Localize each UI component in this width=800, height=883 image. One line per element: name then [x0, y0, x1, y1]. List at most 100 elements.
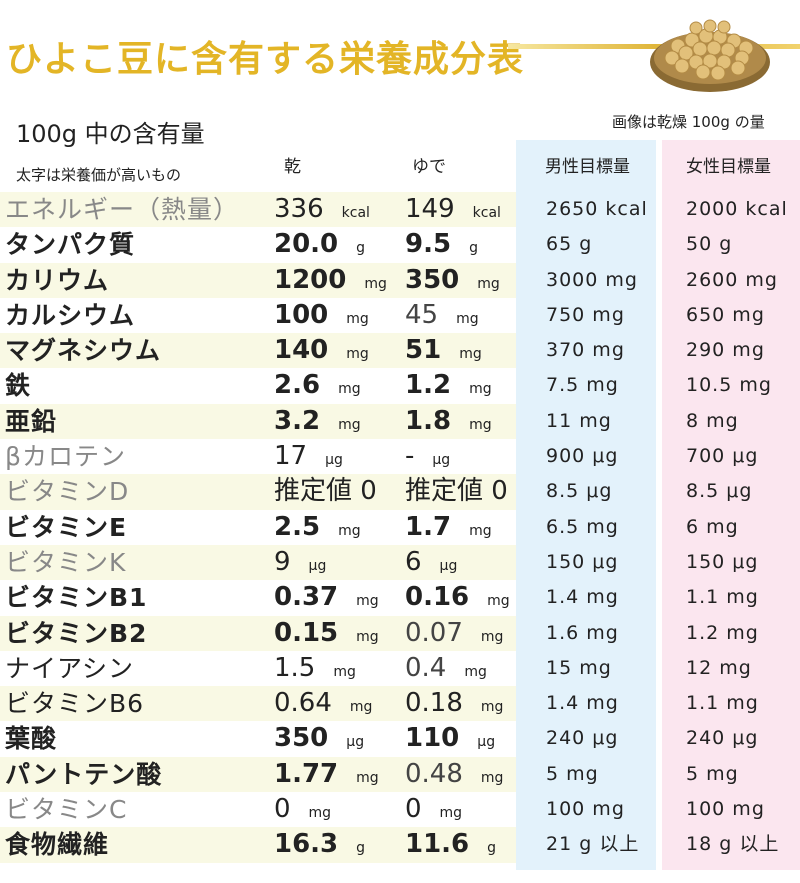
unit-label: mg	[308, 805, 332, 822]
dry-amount: 1200	[274, 264, 347, 295]
nutrient-name: 鉄	[5, 371, 32, 401]
table-row: カリウム 1200 mg 350 mg 3000 mg 2600 mg	[0, 262, 800, 298]
male-target: 7.5 mg	[546, 374, 619, 397]
nutrient-name: ビタミンD	[5, 477, 130, 507]
dry-value: 3.2 mg	[274, 404, 361, 439]
boiled-amount: 110	[405, 723, 460, 754]
table-row: パントテン酸 1.77 mg 0.48 mg 5 mg 5 mg	[0, 756, 800, 793]
header-boiled: ゆで	[412, 157, 446, 177]
boiled-value: 1.2 mg	[405, 368, 492, 403]
unit-label: g	[469, 240, 478, 257]
male-target: 5 mg	[546, 762, 599, 785]
unit-label: mg	[480, 769, 504, 786]
dry-value: 0.37 mg	[274, 580, 379, 615]
dry-amount: 20.0	[274, 229, 339, 260]
table-row: 葉酸 350 μg 110 μg 240 μg 240 μg	[0, 721, 800, 756]
female-target: 1.1 mg	[686, 692, 759, 715]
boiled-value: 1.8 mg	[405, 404, 492, 439]
boiled-amount: 51	[405, 335, 442, 366]
dry-amount: 1.77	[274, 758, 339, 789]
nutrient-name: マグネシウム	[5, 336, 162, 366]
dry-value: 16.3 g	[274, 827, 365, 862]
female-target: 650 mg	[686, 303, 765, 326]
table-row: エネルギー（熱量） 336 kcal 149 kcal 2650 kcal 2000 kca…	[0, 192, 800, 228]
unit-label: mg	[356, 628, 379, 645]
female-target: 700 μg	[686, 445, 759, 468]
unit-label: μg	[346, 734, 365, 751]
unit-label: mg	[346, 310, 369, 327]
unit-label: μg	[477, 734, 496, 751]
header-female: 女性目標量	[686, 157, 771, 177]
chickpea-bowl-image	[650, 19, 770, 92]
female-target: 50 g	[686, 233, 733, 256]
male-target: 150 μg	[546, 550, 619, 573]
boiled-amount: 0.4	[405, 652, 447, 683]
male-target: 750 mg	[546, 303, 625, 326]
nutrient-name: ビタミンB1	[5, 583, 148, 613]
unit-label: mg	[439, 805, 463, 822]
boiled-amount: 149	[405, 194, 455, 224]
unit-label: μg	[325, 452, 343, 469]
unit-label: g	[356, 240, 366, 257]
female-target: 8 mg	[686, 409, 739, 432]
table-row: ナイアシン 1.5 mg 0.4 mg 15 mg 12 mg	[0, 651, 800, 686]
boiled-value: 0.18 mg	[405, 686, 503, 721]
dry-value: 0.15 mg	[274, 616, 379, 651]
dry-amount: 16.3	[274, 829, 339, 860]
male-target: 1.4 mg	[546, 586, 619, 609]
male-target: 100 mg	[546, 798, 625, 821]
unit-label: kcal	[472, 205, 501, 221]
nutrient-name: 葉酸	[5, 724, 58, 754]
male-target: 65 g	[546, 233, 593, 256]
boiled-amount: 0.48	[405, 758, 463, 789]
dry-amount: 100	[274, 299, 329, 330]
unit-label: μg	[308, 557, 327, 574]
female-target: 5 mg	[686, 762, 739, 785]
unit-label: mg	[456, 310, 479, 327]
table-row: マグネシウム 140 mg 51 mg 370 mg 290 mg	[0, 333, 800, 369]
female-target: 6 mg	[686, 515, 739, 538]
dry-amount: 0.64	[274, 688, 332, 719]
boiled-amount: 6	[405, 546, 422, 577]
unit-label: mg	[480, 699, 504, 716]
boiled-value: 110 μg	[405, 721, 495, 756]
boiled-value: 11.6 g	[405, 827, 496, 862]
male-target: 240 μg	[546, 727, 619, 750]
nutrient-name: エネルギー（熱量）	[5, 195, 240, 224]
nutrition-table: エネルギー（熱量） 336 kcal 149 kcal 2650 kcal 2000 kca…	[0, 192, 800, 863]
nutrient-name: ビタミンK	[5, 547, 127, 577]
nutrient-name: ビタミンB6	[5, 689, 145, 719]
boiled-value: 6 μg	[405, 545, 457, 580]
boiled-value: 149 kcal	[405, 192, 501, 227]
header-male: 男性目標量	[545, 157, 630, 177]
unit-label: g	[487, 840, 497, 857]
boiled-value: 9.5 g	[405, 227, 478, 262]
unit-label: kcal	[341, 205, 370, 221]
page-title: ひよこ豆に含有する栄養成分表	[6, 39, 525, 80]
boiled-value: 0.48 mg	[405, 757, 503, 792]
dry-amount: 2.6	[274, 370, 321, 401]
unit-label: mg	[338, 416, 361, 433]
male-target: 3000 mg	[546, 268, 638, 291]
boiled-amount: -	[405, 441, 415, 472]
dry-value: 2.5 mg	[274, 510, 361, 545]
female-target: 2600 mg	[686, 268, 778, 291]
boiled-amount: 0.18	[405, 688, 463, 719]
female-target: 290 mg	[686, 339, 765, 362]
female-target: 100 mg	[686, 798, 765, 821]
female-target: 240 μg	[686, 727, 759, 750]
boiled-amount: 0.16	[405, 582, 470, 613]
unit-label: mg	[356, 769, 379, 786]
unit-label: g	[356, 840, 366, 857]
nutrient-name: βカロテン	[5, 442, 126, 472]
male-target: 15 mg	[546, 656, 612, 679]
unit-label: mg	[480, 628, 504, 645]
unit-label: mg	[469, 381, 492, 398]
dry-value: 9 μg	[274, 545, 326, 580]
dry-value: 100 mg	[274, 298, 369, 333]
unit-label: mg	[469, 416, 492, 433]
female-target: 150 μg	[686, 550, 759, 573]
boiled-value: - μg	[405, 439, 450, 474]
male-target: 370 mg	[546, 339, 625, 362]
female-target: 12 mg	[686, 656, 752, 679]
